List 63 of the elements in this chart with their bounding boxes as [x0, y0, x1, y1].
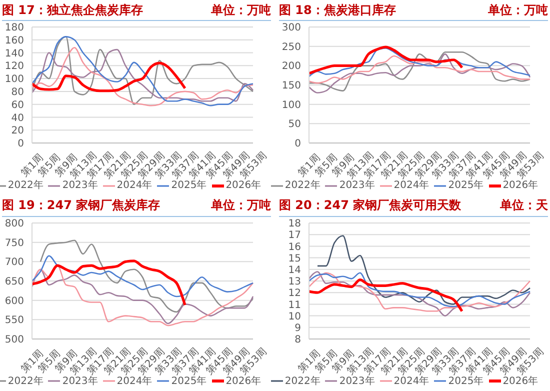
chart-title: 图 18：焦炭港口库存 [279, 2, 396, 18]
legend-label: 2026年 [226, 180, 262, 192]
chart-subtitle: 单位：万吨 [488, 2, 548, 18]
legend-label: 2023年 [62, 180, 98, 192]
chart-subtitle: 单位：天 [500, 197, 548, 214]
y-tick-label: 250 [282, 42, 301, 53]
legend-label: 2026年 [502, 180, 538, 192]
legend-label: 2025年 [171, 180, 207, 192]
y-tick-label: 180 [4, 22, 24, 34]
y-tick-label: 11 [288, 299, 301, 310]
legend-label: 2026年 [502, 376, 538, 388]
y-tick-label: 100 [282, 100, 301, 111]
y-tick-label: 13 [288, 276, 301, 288]
y-tick-label: 8 [294, 334, 301, 346]
legend-label: 2022年 [284, 374, 320, 388]
legend-label: 2022年 [8, 179, 44, 192]
legend-label: 2024年 [394, 180, 430, 192]
y-tick-label: 750 [4, 237, 24, 248]
legend-label: 2025年 [171, 376, 207, 388]
y-tick-label: 12 [288, 288, 301, 299]
y-tick-label: 16 [288, 241, 301, 252]
y-tick-label: 0 [294, 138, 301, 150]
y-tick-label: 20 [11, 126, 24, 137]
y-tick-label: 80 [11, 86, 24, 98]
y-tick-label: 200 [282, 61, 301, 72]
legend-label: 2023年 [62, 376, 98, 388]
legend-label: 2023年 [339, 376, 375, 388]
legend-label: 2025年 [448, 376, 484, 388]
legend-label: 2022年 [8, 374, 44, 388]
y-tick-label: 800 [4, 218, 24, 230]
y-tick-label: 50 [288, 119, 301, 130]
y-tick-label: 18 [288, 218, 301, 230]
chart-title: 图 17：独立焦企焦炭库存 [2, 2, 143, 18]
y-tick-label: 140 [4, 48, 24, 60]
legend-label: 2025年 [448, 180, 484, 192]
y-tick-label: 40 [11, 112, 24, 124]
y-tick-label: 500 [4, 334, 24, 346]
y-tick-label: 120 [4, 61, 24, 72]
legend-label: 2026年 [226, 376, 262, 388]
y-tick-label: 9 [294, 322, 301, 334]
y-tick-label: 550 [4, 314, 24, 326]
y-tick-label: 600 [4, 295, 24, 306]
chart-subtitle: 单位：万吨 [211, 2, 271, 18]
y-tick-label: 100 [4, 74, 24, 86]
legend-label: 2024年 [116, 376, 152, 388]
legend-label: 2022年 [284, 179, 320, 192]
y-tick-label: 650 [4, 276, 24, 288]
legend-label: 2024年 [116, 180, 152, 192]
y-tick-label: 60 [11, 100, 24, 111]
y-tick-label: 150 [282, 80, 301, 92]
y-tick-label: 14 [288, 264, 301, 276]
y-tick-label: 700 [4, 256, 24, 268]
chart-title: 图 20：247 家钢厂焦炭可用天数 [279, 197, 462, 214]
y-tick-label: 300 [282, 22, 301, 34]
y-tick-label: 0 [18, 138, 24, 150]
legend-label: 2023年 [339, 180, 375, 192]
y-tick-label: 160 [4, 35, 24, 46]
chart-title: 图 19：247 家钢厂焦炭库存 [2, 197, 160, 214]
y-tick-label: 15 [288, 252, 301, 264]
y-tick-label: 10 [288, 310, 301, 322]
y-tick-label: 17 [288, 230, 301, 241]
chart-subtitle: 单位：万吨 [211, 197, 271, 214]
legend-label: 2024年 [394, 376, 430, 388]
